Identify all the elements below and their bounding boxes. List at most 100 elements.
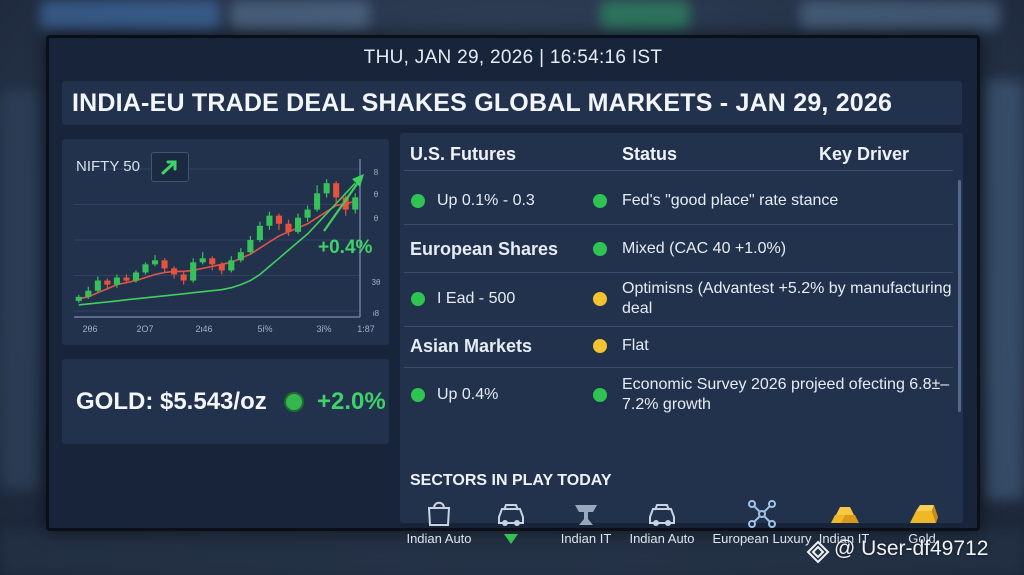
status-dot-green — [593, 194, 607, 208]
status-dot-yellow — [593, 339, 607, 353]
candle-body — [171, 268, 178, 275]
gold-bars-icon — [831, 507, 859, 523]
status-dot-green — [593, 388, 607, 402]
row-left-cell: I Ead - 500 — [437, 290, 516, 307]
trend-arrow-head-icon — [352, 174, 364, 187]
status-dot-green — [411, 292, 425, 306]
candle-body — [75, 296, 82, 301]
x-tick-label: 2ι46 — [195, 324, 212, 334]
gold-price-panel: GOLD: $5.543/oz +2.0% — [62, 359, 389, 444]
header-key-driver: Key Driver — [819, 144, 910, 164]
car-icon — [498, 504, 524, 526]
candle-body — [209, 258, 216, 265]
candle-body — [266, 215, 273, 226]
arrow-down-icon — [504, 534, 518, 544]
status-dot-green — [593, 242, 607, 256]
candle-body — [113, 277, 120, 285]
sectors-title: SECTORS IN PLAY TODAY — [410, 472, 612, 489]
gold-status-dot — [284, 392, 304, 412]
row-divider — [404, 224, 953, 225]
gold-price-label: GOLD: $5.543/oz — [76, 388, 267, 415]
candle-body — [142, 264, 149, 273]
header-us-futures: U.S. Futures — [410, 144, 517, 164]
status-dot-green — [411, 388, 425, 402]
row-left-cell: Up 0.4% — [437, 386, 499, 403]
candle-body — [256, 225, 263, 240]
candle-body — [132, 272, 140, 281]
candle-body — [94, 280, 101, 291]
x-tick-label: 5ί% — [257, 324, 272, 334]
chart-change-label: +0.4% — [318, 237, 373, 258]
candle-body — [323, 183, 330, 194]
x-tick-label: 2θ6 — [82, 324, 97, 334]
shopping-bag-icon — [427, 501, 451, 526]
y-tick-label: ι8 — [373, 309, 380, 318]
candle-body — [190, 262, 197, 281]
headline-bar: INDIA-EU TRADE DEAL SHAKES GLOBAL MARKET… — [62, 81, 962, 125]
y-tick-label: θ — [374, 190, 379, 199]
row-divider — [404, 367, 953, 368]
datetime-banner: THU, JAN 29, 2026 | 16:54:16 IST — [363, 47, 663, 68]
network-icon — [748, 500, 776, 528]
watermark-text: @ User-df49712 — [834, 537, 989, 560]
table-row: Up 0.1% - 0.3 Fed's "good place" rate sta… — [400, 180, 953, 222]
candle-body — [352, 197, 359, 210]
status-dot-yellow — [593, 292, 607, 306]
candle-body — [151, 260, 159, 265]
candle-body — [180, 274, 187, 281]
y-tick-label: 3θ — [372, 278, 381, 287]
candle-body — [228, 260, 235, 271]
x-tick-label: 3ί% — [316, 324, 331, 334]
row-left-cell: Up 0.1% - 0.3 — [437, 192, 535, 209]
row-key-driver-cell: Mixed (CAC 40 +1.0%) — [622, 240, 787, 257]
candle-body — [161, 260, 168, 269]
candle-body — [237, 252, 244, 261]
trend-up-icon — [161, 160, 177, 175]
trend-up-badge — [151, 152, 189, 182]
row-divider — [404, 326, 953, 327]
moving-average-red — [78, 200, 356, 300]
y-tick-label: 8 — [374, 168, 379, 177]
gold-bar-icon — [910, 505, 938, 523]
row-left-cell: European Shares — [410, 239, 559, 259]
row-key-driver-cell: Economic Survey 2026 projeed ofecting 6.… — [622, 376, 950, 413]
sector-label: Indian Auto — [406, 531, 472, 546]
status-dot-green — [411, 194, 425, 208]
nifty-candlestick-chart: +0.4% 2θ6 2Ο7 2ι46 5ί% 3ί% 1:87 8 θ θ 3θ ι8 — [74, 159, 381, 334]
row-key-driver-cell: Optimisns (Advantest +5.2% by manufactur… — [622, 280, 952, 317]
sector-label: European Luxury — [712, 531, 812, 546]
nifty-chart-panel: +0.4% 2θ6 2Ο7 2ι46 5ί% 3ί% 1:87 8 θ θ 3θ ι8 NIFTY 5… — [62, 139, 389, 345]
markets-table-panel: U.S. Futures Status Key Driver Up 0.1% -… — [400, 133, 963, 546]
header-status: Status — [622, 144, 678, 164]
row-left-cell: Asian Markets — [410, 336, 533, 356]
candle-body — [218, 264, 225, 271]
candle-body — [85, 290, 92, 297]
candle-body — [333, 183, 340, 198]
candle-body — [104, 280, 111, 285]
table-row: I Ead - 500 Optimisns (Advantest +5.2% by… — [400, 274, 953, 324]
trend-arrow-line — [323, 176, 363, 232]
candle-body — [275, 215, 283, 224]
diamond-logo-icon — [806, 540, 830, 564]
anvil-icon — [575, 505, 597, 525]
y-tick-label: θ — [374, 214, 379, 223]
row-divider — [404, 272, 953, 273]
x-tick-label: 1:87 — [357, 324, 375, 334]
gold-change-value: +2.0% — [317, 388, 386, 415]
table-row: Up 0.4% Economic Survey 2026 projeed ofec… — [400, 369, 953, 421]
row-key-driver-cell: Fed's "good place" rate stance — [622, 192, 839, 209]
moving-average-green — [78, 182, 356, 306]
candle-body — [304, 209, 311, 218]
sector-label: Indian Auto — [629, 531, 695, 546]
table-scrollbar[interactable] — [958, 180, 961, 412]
car-icon — [649, 504, 675, 526]
candle-body — [199, 258, 206, 263]
chart-title: NIFTY 50 — [76, 158, 140, 175]
row-divider — [404, 170, 953, 171]
candle-body — [294, 217, 302, 232]
market-dashboard-screen: THU, JAN 29, 2026 | 16:54:16 IST INDIA-E… — [46, 35, 980, 546]
candle-body — [285, 223, 292, 232]
x-tick-label: 2Ο7 — [136, 324, 153, 334]
table-row: European Shares Mixed (CAC 40 +1.0%) — [400, 228, 953, 270]
candle-body — [342, 197, 349, 210]
